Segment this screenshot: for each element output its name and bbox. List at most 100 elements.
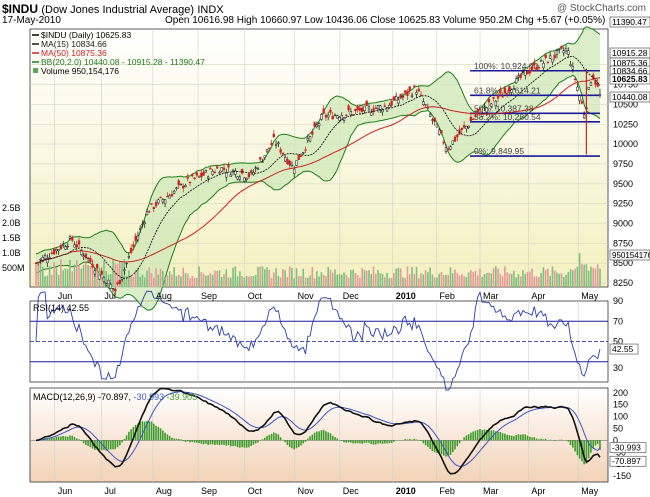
- candle-body: [247, 173, 251, 178]
- macd-hist-bar: [304, 440, 307, 442]
- macd-hist-bar: [322, 429, 325, 441]
- macd-hist-bar: [53, 437, 55, 441]
- volume-bar: [481, 276, 484, 287]
- candle-body: [510, 89, 513, 93]
- macd-hist-bar: [388, 440, 391, 444]
- volume-bar: [157, 274, 160, 287]
- volume-bar: [263, 269, 266, 287]
- candle-body: [41, 257, 44, 262]
- macd-hist-bar: [248, 440, 250, 448]
- x-axis-label: Aug: [156, 486, 172, 496]
- macd-hist-bar: [465, 435, 468, 441]
- macd-hist-bar: [202, 440, 205, 445]
- volume-bar: [565, 274, 567, 287]
- candle-body: [397, 99, 400, 104]
- volume-bar: [141, 274, 144, 287]
- volume-bar: [495, 266, 497, 287]
- macd-hist-bar: [173, 438, 175, 441]
- volume-bar: [143, 277, 146, 287]
- macd-hist-bar: [384, 440, 386, 444]
- candle-body: [385, 107, 389, 112]
- macd-hist-bar: [406, 439, 409, 441]
- macd-legend-name: MACD(12,26,9): [33, 392, 98, 402]
- macd-hist-bar: [374, 440, 377, 445]
- macd-hist-bar: [223, 440, 225, 445]
- macd-hist-bar: [567, 440, 570, 442]
- macd-hist-bar: [155, 425, 157, 441]
- candle-body: [86, 257, 90, 259]
- candle-body: [229, 174, 232, 177]
- candle-body: [383, 105, 386, 107]
- candle-body: [521, 71, 525, 73]
- volume-bar: [128, 270, 130, 287]
- volume-bar: [429, 267, 431, 287]
- volume-bar: [66, 269, 69, 287]
- macd-hist-bar: [189, 440, 191, 443]
- volume-bar: [485, 272, 488, 287]
- volume-bar: [356, 275, 359, 287]
- candle-body: [555, 50, 559, 55]
- macd-hist-bar: [66, 436, 69, 441]
- fib-label: 61.8%: 10,614.21: [474, 85, 541, 95]
- volume-bar: [343, 272, 345, 287]
- macd-tick-label: 100: [613, 412, 628, 422]
- volume-bar: [254, 274, 257, 287]
- candle-body: [451, 140, 454, 145]
- volume-bar: [316, 271, 318, 287]
- volume-bar: [393, 273, 395, 287]
- macd-hist-bar: [359, 440, 361, 444]
- candle-body: [440, 130, 443, 134]
- macd-hist-bar: [456, 440, 459, 447]
- legend-item-label: MA(15) 10834.66: [41, 39, 107, 49]
- volume-bar: [465, 276, 468, 287]
- macd-hist-bar: [250, 440, 252, 446]
- macd-hist-bar: [180, 439, 182, 441]
- volume-bar: [100, 269, 103, 287]
- macd-hist-bar: [470, 432, 472, 441]
- candle-body: [48, 257, 51, 259]
- candle-body: [188, 181, 192, 184]
- macd-hist-bar: [232, 440, 234, 447]
- macd-hist-bar: [345, 440, 348, 443]
- fibonacci-lines: 100%: 10,924.00 61.8%: 10,614.21 50%: 10,3…: [470, 61, 600, 157]
- x-axis-label: Jun: [58, 291, 73, 301]
- candle-body: [465, 125, 468, 130]
- volume-bar: [562, 276, 565, 287]
- candle-body: [179, 183, 183, 186]
- volume-bar: [275, 268, 277, 287]
- candle-body: [535, 67, 538, 71]
- candle-body: [467, 125, 470, 128]
- x-axis-label: 2010: [396, 291, 416, 301]
- macd-hist-bar: [148, 421, 151, 441]
- macd-hist-bar: [164, 432, 166, 441]
- macd-hist-bar: [583, 440, 585, 465]
- candle-body: [202, 171, 205, 176]
- volume-bar: [191, 275, 194, 287]
- candle-body: [444, 147, 448, 153]
- volume-bar: [526, 271, 529, 287]
- candle-body: [77, 240, 81, 245]
- volume-bar: [139, 276, 141, 287]
- macd-hist-bar: [585, 440, 588, 464]
- macd-hist-bar: [55, 436, 58, 441]
- volume-bar: [302, 268, 305, 287]
- macd-hist-bar: [325, 431, 327, 441]
- volume-bar: [35, 263, 37, 287]
- volume-bar: [583, 264, 585, 287]
- macd-hist-bar: [524, 434, 527, 441]
- macd-hist-bar: [139, 422, 141, 441]
- volume-bar: [354, 272, 357, 287]
- volume-bar: [284, 270, 286, 287]
- rsi-tick-label: 90: [613, 296, 623, 306]
- volume-bar: [506, 272, 508, 287]
- macd-hist-bar: [159, 428, 162, 441]
- candle-body: [365, 100, 368, 106]
- macd-hist-bar: [472, 431, 474, 441]
- legend-item-label: $INDU (Daily) 10625.83: [41, 30, 132, 40]
- candle-body: [492, 97, 495, 99]
- volume-bar: [211, 274, 214, 287]
- candle-body: [68, 236, 72, 239]
- volume-bar: [125, 275, 128, 287]
